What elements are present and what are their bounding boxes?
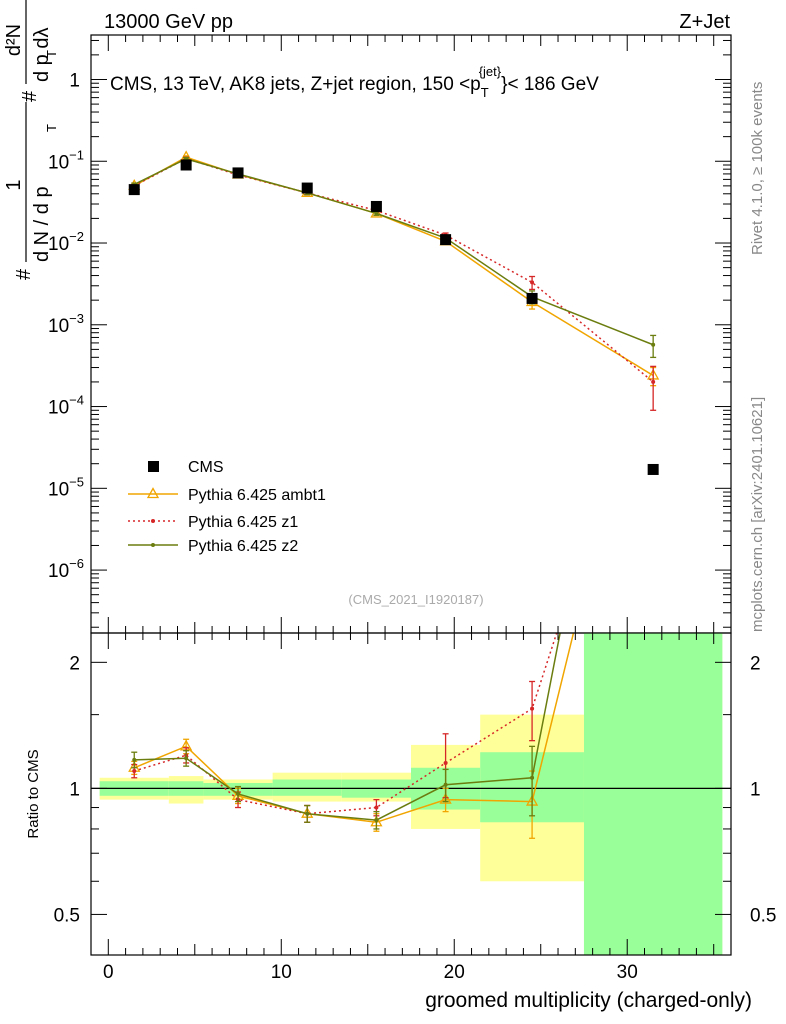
ratio-y-tick-label-right-0: 0.5 [750, 905, 776, 926]
band-green-3 [272, 779, 342, 796]
series-2-point-7 [651, 379, 656, 384]
ratio-y-tick-label-right-1: 1 [750, 779, 761, 800]
main-frame [90, 34, 732, 634]
ratio-line-2 [134, 633, 561, 821]
cms-point-4 [370, 200, 382, 212]
series-2-point-6 [530, 280, 535, 285]
cms-point-0 [128, 184, 140, 196]
y-tick-label-1: 10−1 [48, 147, 84, 173]
x-axis-label: groomed multiplicity (charged-only) [425, 989, 752, 1012]
series-line-3 [133, 158, 654, 346]
header-energy-label: 13000 GeV pp [104, 11, 233, 33]
ratio-y-tick-label-left-1: 1 [69, 779, 80, 800]
x-tick-label-0: 0 [103, 962, 114, 983]
mcplots-label: mcplots.cern.ch [arXiv:2401.10621] [749, 397, 766, 632]
ratio-2-point-6 [530, 775, 535, 780]
ratio-2-point-0 [132, 757, 137, 762]
legend: CMS Pythia 6.425 ambt1 Pythia 6.425 z1 P… [128, 459, 326, 555]
y-label-hash-1: # [13, 268, 35, 280]
rivet-label: Rivet 4.1.0, ≥ 100k events [749, 82, 766, 255]
ratio-y-tick-label-left-0: 0.5 [54, 905, 80, 926]
legend-entry-ambt1: Pythia 6.425 ambt1 [128, 487, 326, 504]
svg-text:Pythia 6.425 ambt1: Pythia 6.425 ambt1 [188, 487, 326, 504]
y-tick-label-2: 10−2 [48, 229, 84, 255]
y-label-frac1-num: 1 [3, 179, 25, 190]
ratio-1-point-4 [374, 805, 379, 810]
y-tick-label-3: 10−3 [48, 311, 84, 337]
header-process-label: Z+Jet [679, 11, 730, 33]
ratio-0-point-5 [439, 792, 452, 804]
ratio-line-1 [134, 633, 558, 815]
y-axis-label: # 1 d N / d p T # d²N d p dλ T [3, 0, 59, 280]
x-tick-label-1: 10 [271, 962, 292, 983]
chart-title: CMS, 13 TeV, AK8 jets, Z+jet region, 150… [110, 64, 599, 100]
ratio-y-tick-label-left-2: 2 [69, 653, 80, 674]
ratio-1-point-5 [443, 760, 448, 765]
y-tick-label-6: 10−6 [48, 556, 84, 582]
series-line-2 [133, 157, 654, 383]
y-label-hash-2: # [19, 90, 41, 102]
svg-text:CMS: CMS [188, 459, 224, 476]
y-label-frac1-den: d N / d p [31, 186, 53, 262]
series-line-1 [133, 156, 654, 377]
cms-point-1 [180, 159, 192, 171]
ratio-line-0 [133, 633, 575, 824]
y-tick-label-5: 10−5 [48, 474, 84, 500]
y-label-frac2-num: d²N [3, 24, 25, 56]
ratio-2-point-2 [236, 791, 241, 796]
cms-point-3 [301, 182, 313, 194]
series-3-point-7 [651, 342, 656, 347]
series-3-point-4 [374, 211, 379, 216]
y-label-frac2-den: d p dλ [31, 28, 53, 82]
legend-entry-z1: Pythia 6.425 z1 [128, 514, 298, 531]
legend-entry-cms: CMS [148, 459, 224, 476]
ratio-2-point-1 [184, 756, 189, 761]
y-tick-label-0: 1 [69, 70, 80, 91]
x-tick-label-3: 30 [617, 962, 638, 983]
svg-text:Pythia 6.425 z1: Pythia 6.425 z1 [188, 514, 298, 531]
ratio-2-point-4 [374, 818, 379, 823]
x-tick-label-2: 20 [444, 962, 465, 983]
y-label-T-1: T [44, 124, 59, 132]
ratio-1-point-6 [530, 706, 535, 711]
cms-point-6 [526, 292, 538, 304]
main-panel: 1 10−1 10−2 10−3 10−4 10−5 10−6 CMS, 13 TeV, A… [3, 0, 732, 634]
ratio-frame [90, 632, 732, 956]
legend-entry-z2: Pythia 6.425 z2 [128, 538, 298, 555]
analysis-watermark: (CMS_2021_I1920187) [348, 592, 483, 607]
cms-point-5 [440, 234, 452, 246]
y-tick-label-4: 10−4 [48, 393, 84, 419]
ratio-1-point-0 [132, 769, 137, 774]
ratio-2-point-3 [305, 811, 310, 816]
ratio-panel: 0.5 0.51 12 20 10 20 30 Ratio to CMS groomed m… [25, 632, 776, 1012]
y-label-T-2: T [44, 50, 59, 58]
svg-text:Pythia 6.425 z2: Pythia 6.425 z2 [188, 538, 298, 555]
ratio-y-tick-label-right-2: 2 [750, 653, 761, 674]
ratio-2-point-5 [443, 782, 448, 787]
ratio-y-label: Ratio to CMS [25, 749, 42, 838]
cms-point-2 [232, 167, 244, 179]
band-green-7 [583, 633, 723, 955]
cms-point-7 [647, 463, 659, 475]
